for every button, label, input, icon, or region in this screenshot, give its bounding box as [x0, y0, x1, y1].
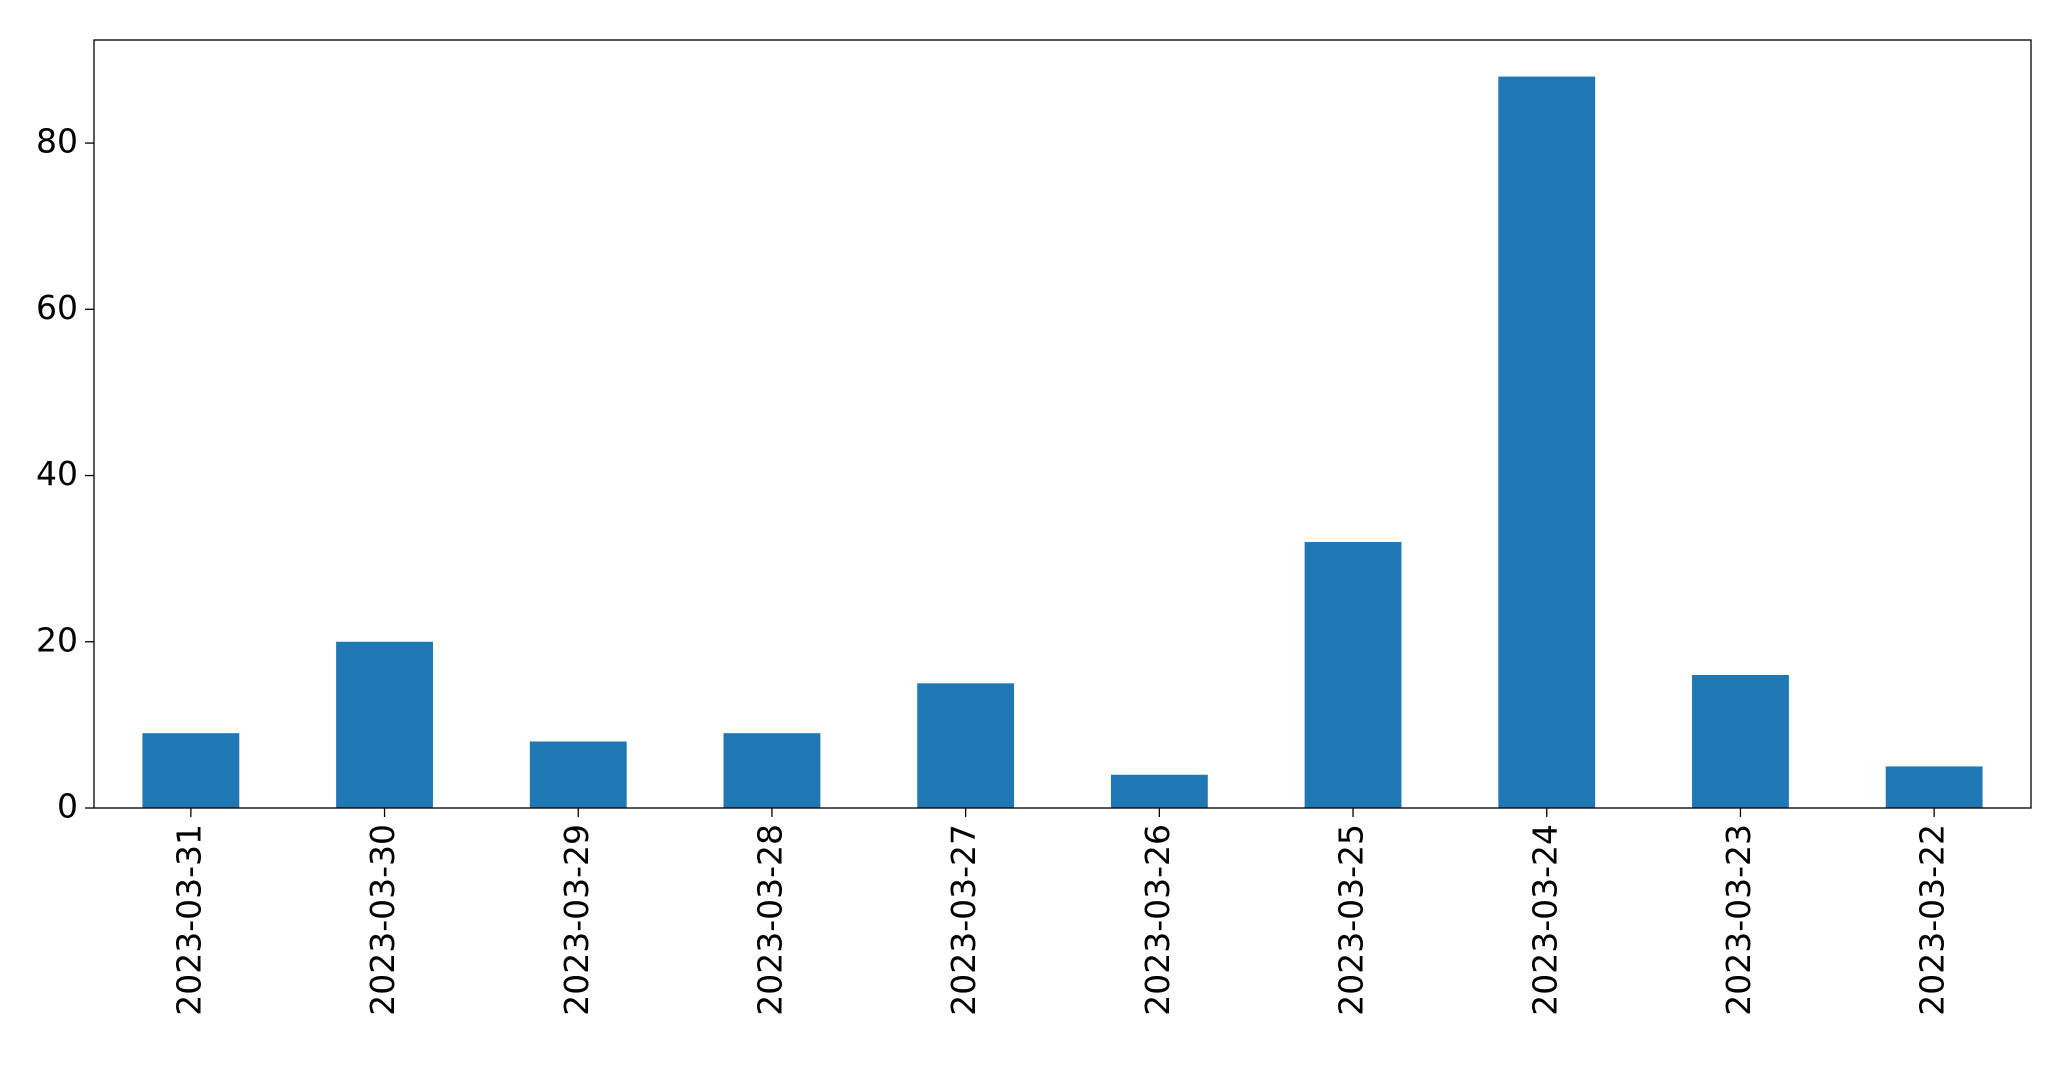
- bar: [529, 741, 627, 808]
- x-tick-label: 2023-03-26: [1138, 824, 1177, 1016]
- y-tick-label: 0: [57, 787, 78, 826]
- bar: [1692, 675, 1789, 808]
- bar: [1885, 766, 1983, 808]
- bar: [723, 733, 821, 808]
- y-tick-label: 80: [36, 122, 78, 161]
- x-tick-label: 2023-03-25: [1332, 824, 1371, 1016]
- bar: [336, 641, 433, 808]
- x-tick-label: 2023-03-22: [1913, 824, 1952, 1016]
- y-tick-label: 40: [36, 454, 78, 493]
- y-tick-label: 20: [36, 620, 78, 659]
- x-tick-label: 2023-03-31: [169, 824, 208, 1016]
- axes-frame: [93, 39, 2032, 809]
- bar: [142, 733, 240, 808]
- y-tick-label: 60: [36, 288, 78, 327]
- x-tick-label: 2023-03-27: [944, 824, 983, 1016]
- x-tick-label: 2023-03-29: [557, 824, 596, 1016]
- x-tick-label: 2023-03-24: [1525, 824, 1564, 1016]
- x-tick-label: 2023-03-23: [1719, 824, 1758, 1016]
- x-tick-label: 2023-03-28: [750, 824, 789, 1016]
- x-tick-label: 2023-03-30: [363, 824, 402, 1016]
- bar: [1110, 774, 1208, 808]
- bar: [1498, 76, 1596, 809]
- bar: [1304, 542, 1402, 808]
- bar: [917, 683, 1015, 808]
